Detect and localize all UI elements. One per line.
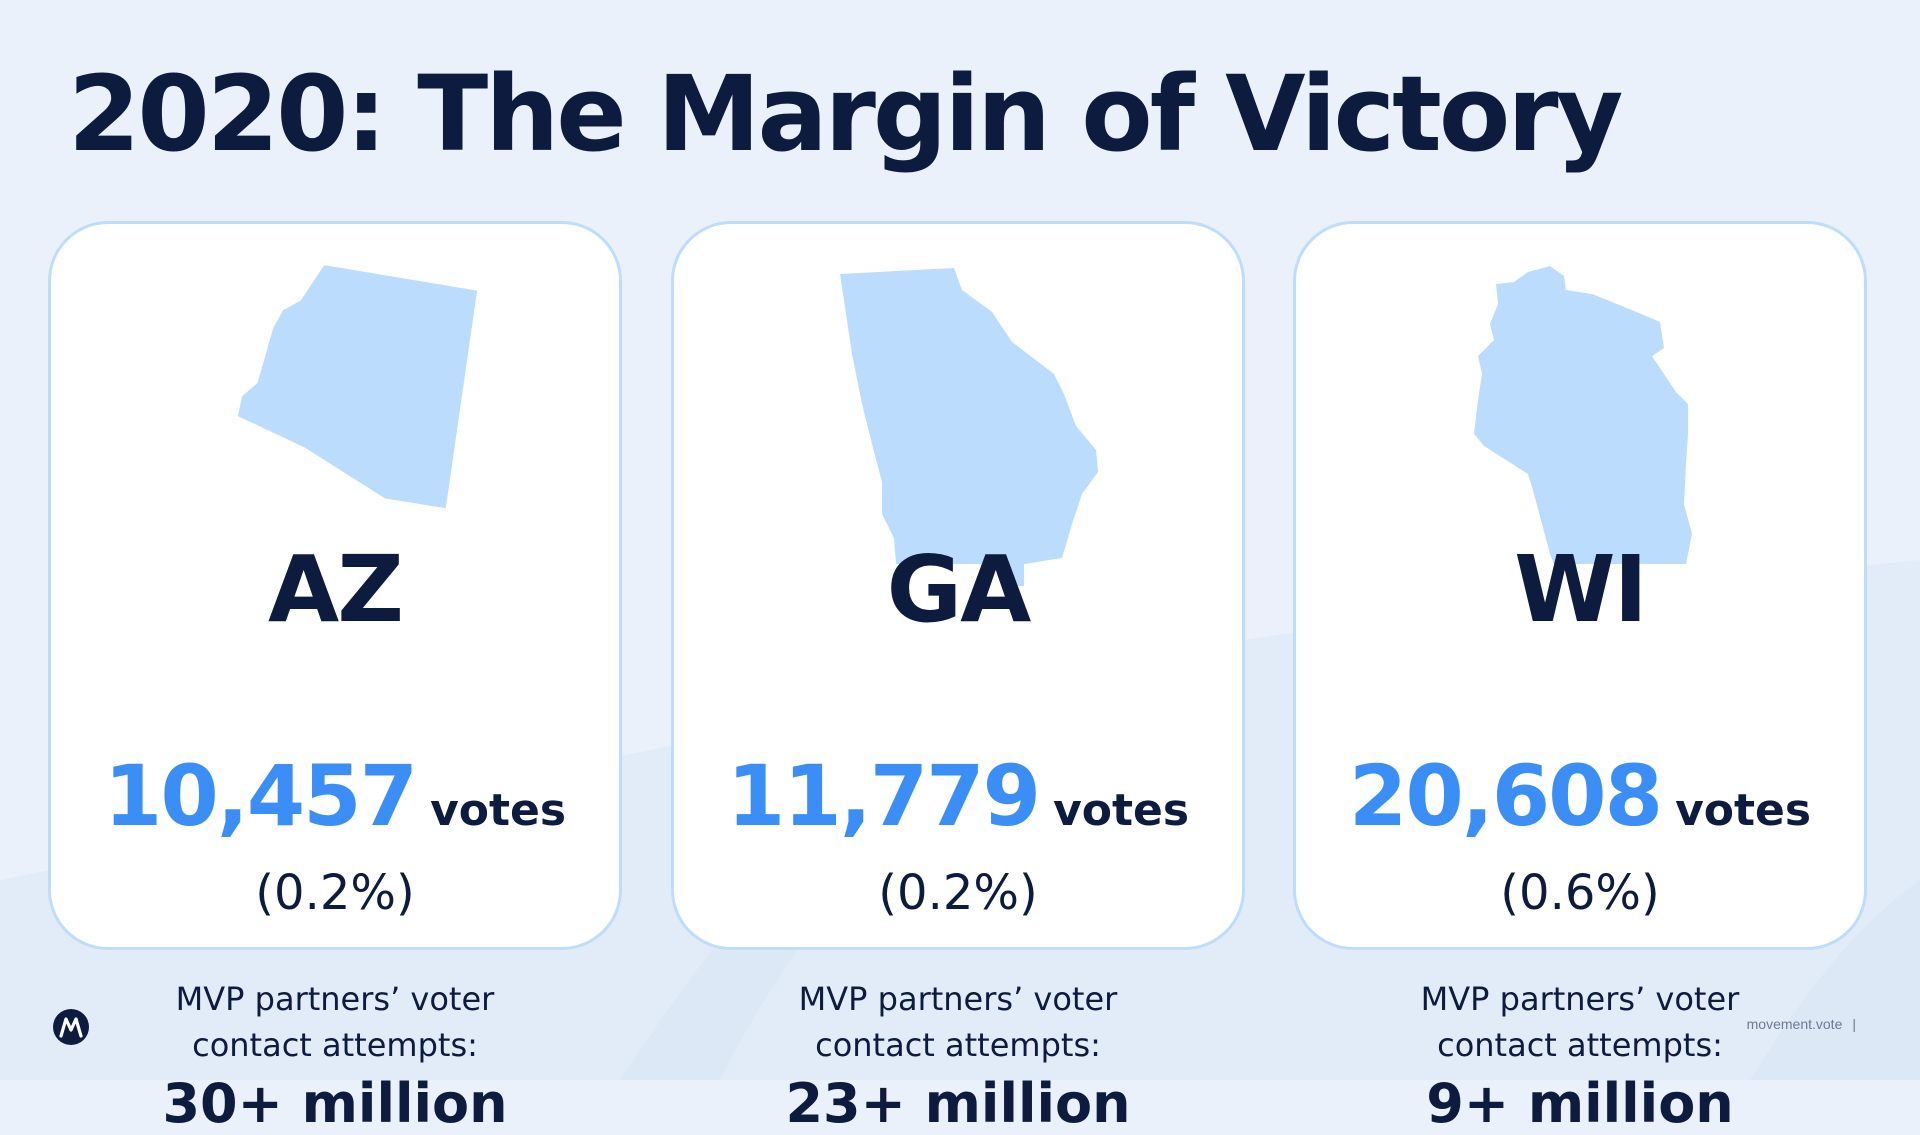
- caption-line-2: contact attempts:: [815, 1026, 1101, 1064]
- vote-count: 11,779: [726, 747, 1041, 845]
- caption-line-2: contact attempts:: [192, 1026, 478, 1064]
- footer: movement.vote |: [1747, 1016, 1856, 1032]
- votes-label: votes: [1053, 785, 1190, 836]
- vote-percent: (0.2%): [255, 865, 415, 921]
- contact-caption: MVP partners’ voter contact attempts:: [51, 976, 619, 1068]
- georgia-map-icon: [840, 268, 1098, 586]
- footer-site-link[interactable]: movement.vote: [1746, 1016, 1843, 1032]
- wisconsin-map-icon: [1474, 266, 1692, 564]
- caption-line-1: MVP partners’ voter: [798, 980, 1118, 1018]
- state-abbreviation: WI: [1514, 536, 1648, 643]
- page-title: 2020: The Margin of Victory: [68, 53, 1623, 175]
- caption-line-1: MVP partners’ voter: [175, 980, 495, 1018]
- vote-margin: 20,608 votes: [1296, 754, 1864, 838]
- contact-attempts-value: 23+ million: [785, 1072, 1131, 1135]
- vote-margin: 10,457 votes: [51, 754, 619, 838]
- contact-caption: MVP partners’ voter contact attempts:: [1296, 976, 1864, 1068]
- state-card-wi: WI 20,608 votes (0.6%) MVP partners’ vote…: [1293, 221, 1867, 1131]
- vote-percent: (0.6%): [1500, 865, 1660, 921]
- vote-margin: 11,779 votes: [674, 754, 1242, 838]
- movement-logo-icon: [53, 1009, 89, 1045]
- arizona-map-icon: [238, 265, 478, 509]
- contact-caption: MVP partners’ voter contact attempts:: [674, 976, 1242, 1068]
- votes-label: votes: [430, 785, 567, 836]
- caption-line-2: contact attempts:: [1437, 1026, 1723, 1064]
- contact-attempts-value: 30+ million: [162, 1072, 508, 1135]
- votes-label: votes: [1675, 785, 1812, 836]
- state-card-ga: GA 11,779 votes (0.2%) MVP partners’ vote…: [671, 221, 1245, 1131]
- vote-count: 20,608: [1348, 747, 1663, 845]
- caption-line-1: MVP partners’ voter: [1420, 980, 1740, 1018]
- state-abbreviation: AZ: [268, 536, 404, 643]
- vote-count: 10,457: [103, 747, 418, 845]
- state-card-az: AZ 10,457 votes (0.2%) MVP partners’ vote…: [48, 221, 622, 1131]
- contact-attempts-value: 9+ million: [1426, 1072, 1734, 1135]
- vote-percent: (0.2%): [878, 865, 1038, 921]
- state-abbreviation: GA: [886, 536, 1032, 643]
- footer-separator: |: [1852, 1016, 1856, 1032]
